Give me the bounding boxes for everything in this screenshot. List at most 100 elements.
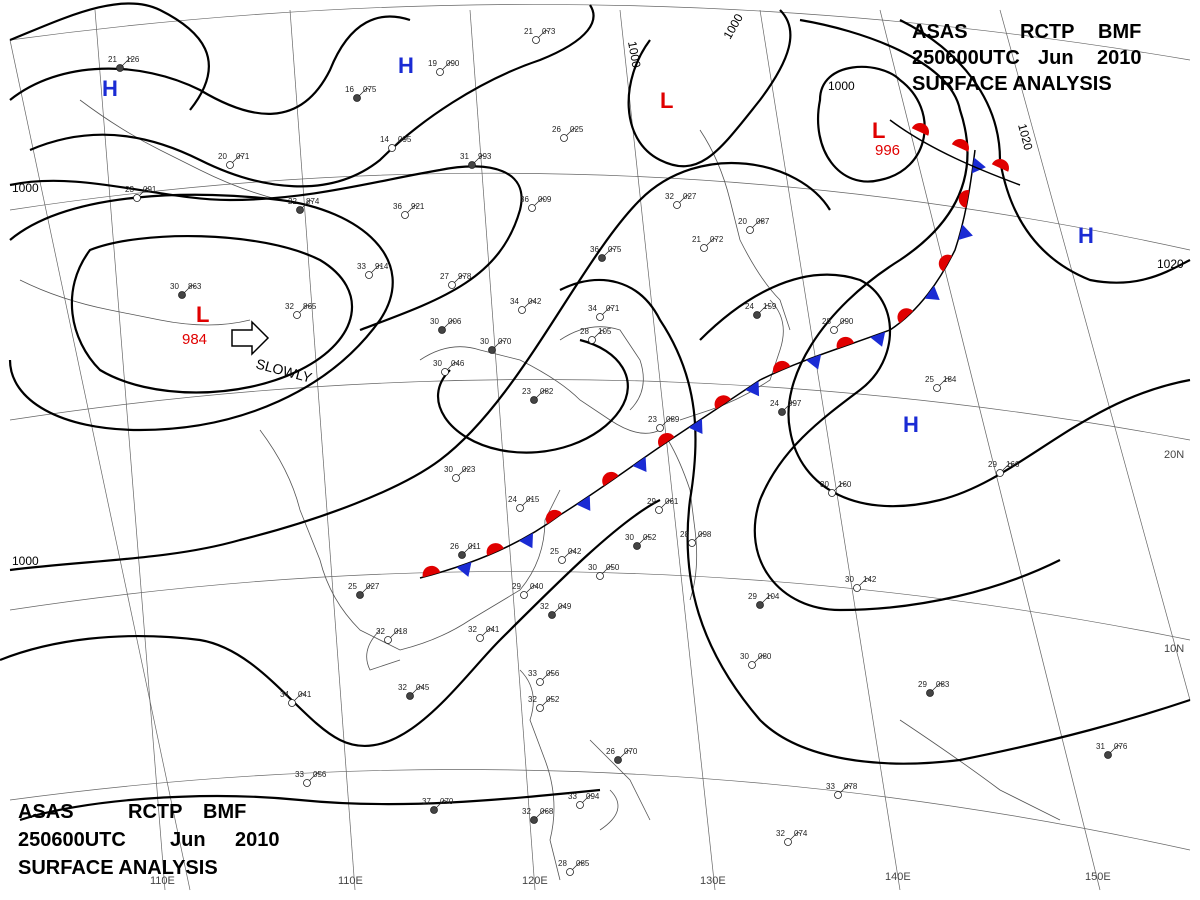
station-cloud-cover-icon	[748, 661, 756, 669]
station-pressure: 184	[943, 375, 957, 384]
station-plot: 25 042	[550, 547, 582, 564]
station-plot: 23 089	[648, 415, 680, 432]
cold-front-triangle	[576, 495, 591, 511]
station-pressure: 056	[313, 770, 327, 779]
wind-barb-icon	[291, 692, 306, 704]
front-symbols	[422, 123, 1009, 578]
station-plot: 34 071	[588, 304, 620, 321]
wind-barb-icon	[781, 401, 796, 413]
station-temperature: 32	[522, 807, 531, 816]
wind-barb-icon	[636, 535, 651, 547]
station-cloud-cover-icon	[532, 36, 540, 44]
station-temperature: 32	[468, 625, 477, 634]
station-plot: 34 041	[280, 690, 312, 707]
station-temperature: 29	[918, 680, 927, 689]
wind-barb-icon	[756, 304, 771, 316]
isobar-label: 1000	[12, 554, 39, 568]
header-bottom-line2-c: 2010	[235, 829, 280, 851]
low-pressure-letter: L	[196, 302, 209, 327]
station-cloud-cover-icon	[828, 489, 836, 497]
station-pressure: 863	[188, 282, 202, 291]
wind-barb-icon	[119, 57, 134, 69]
station-temperature: 25	[550, 547, 559, 556]
low-pressure-value: 996	[875, 142, 900, 159]
station-plot: 29 083	[918, 680, 950, 697]
station-cloud-cover-icon	[388, 144, 396, 152]
station-temperature: 33	[826, 782, 835, 791]
wind-barb-icon	[601, 247, 616, 259]
warm-front-semicircle	[773, 360, 791, 374]
station-cloud-cover-icon	[926, 689, 934, 697]
station-cloud-cover-icon	[528, 204, 536, 212]
station-temperature: 25	[348, 582, 357, 591]
station-pressure: 068	[540, 807, 554, 816]
header-top-line1-b: RCTP	[1020, 21, 1074, 43]
station-plot: 32 045	[398, 683, 430, 700]
station-temperature: 33	[568, 792, 577, 801]
wind-barb-icon	[491, 339, 506, 351]
station-cloud-cover-icon	[853, 584, 861, 592]
cold-front-triangle	[924, 285, 940, 300]
wind-barb-icon	[533, 809, 548, 821]
station-pressure: 090	[840, 317, 854, 326]
station-pressure: 025	[570, 125, 584, 134]
station-temperature: 21	[524, 27, 533, 36]
station-cloud-cover-icon	[178, 291, 186, 299]
station-plot: 20 087	[738, 217, 770, 234]
isobars	[0, 2, 1191, 822]
wind-barb-icon	[461, 544, 476, 556]
warm-front-semicircle	[486, 543, 504, 556]
station-temperature: 29	[748, 592, 757, 601]
station-cloud-cover-icon	[560, 134, 568, 142]
station-pressure: 049	[558, 602, 572, 611]
station-plot: 32 052	[528, 695, 560, 712]
station-plot: 33 056	[295, 770, 327, 787]
station-temperature: 29	[988, 460, 997, 469]
station-pressure: 159	[763, 302, 777, 311]
station-plot: 26 025	[552, 125, 584, 142]
station-temperature: 29	[512, 582, 521, 591]
station-pressure: 865	[303, 302, 317, 311]
station-temperature: 29	[647, 497, 656, 506]
station-pressure: 027	[366, 582, 380, 591]
station-plot: 28 098	[680, 530, 712, 547]
station-pressure: 085	[576, 859, 590, 868]
wind-barb-icon	[433, 799, 448, 811]
station-cloud-cover-icon	[303, 779, 311, 787]
wind-barb-icon	[599, 306, 614, 318]
station-pressure: 074	[794, 829, 808, 838]
station-cloud-cover-icon	[441, 368, 449, 376]
station-temperature: 30	[433, 359, 442, 368]
station-pressure: 166	[1006, 460, 1020, 469]
station-plot: 23 082	[522, 387, 554, 404]
station-plot: 29 040	[512, 582, 544, 599]
station-cloud-cover-icon	[673, 201, 681, 209]
station-temperature: 21	[692, 235, 701, 244]
station-pressure: 046	[451, 359, 465, 368]
station-cloud-cover-icon	[116, 64, 124, 72]
station-pressure: 978	[458, 272, 472, 281]
station-temperature: 21	[108, 55, 117, 64]
station-cloud-cover-icon	[293, 311, 301, 319]
station-pressure: 072	[710, 235, 724, 244]
station-plot: 29 166	[988, 460, 1020, 477]
station-plot: 36 075	[590, 245, 622, 262]
station-temperature: 33	[295, 770, 304, 779]
station-cloud-cover-icon	[996, 469, 1004, 477]
station-plot: 30 046	[433, 359, 465, 376]
station-plot: 34 042	[510, 297, 542, 314]
station-cloud-cover-icon	[753, 311, 761, 319]
station-cloud-cover-icon	[516, 504, 524, 512]
station-pressure: 097	[788, 399, 802, 408]
station-cloud-cover-icon	[406, 692, 414, 700]
station-cloud-cover-icon	[353, 94, 361, 102]
station-pressure: 070	[440, 797, 454, 806]
station-temperature: 32	[376, 627, 385, 636]
longitude-label: 150E	[1085, 871, 1111, 883]
station-temperature: 27	[440, 272, 449, 281]
station-cloud-cover-icon	[288, 699, 296, 707]
station-temperature: 19	[428, 59, 437, 68]
wind-barb-icon	[455, 467, 470, 479]
header-bottom-line1-c: BMF	[203, 801, 246, 823]
